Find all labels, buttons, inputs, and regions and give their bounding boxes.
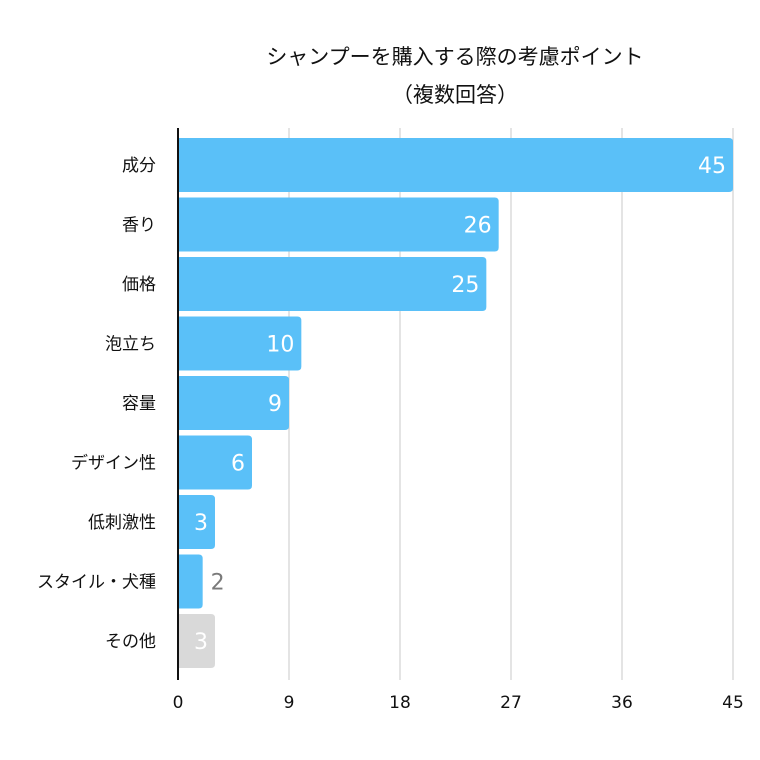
category-label-4: 容量 bbox=[122, 394, 156, 414]
x-tick-label-9: 9 bbox=[284, 693, 295, 713]
category-label-6: 低刺激性 bbox=[88, 513, 156, 533]
bar-2 bbox=[178, 257, 487, 311]
bar-5 bbox=[178, 435, 252, 490]
category-label-3: 泡立ち bbox=[105, 335, 156, 355]
data-label-2: 25 bbox=[451, 273, 479, 298]
data-label-1: 26 bbox=[464, 214, 492, 239]
x-tick-label-45: 45 bbox=[722, 693, 744, 713]
data-label-3: 10 bbox=[266, 333, 294, 358]
category-label-5: デザイン性 bbox=[71, 453, 156, 474]
data-label-8: 3 bbox=[194, 630, 208, 655]
bar-4 bbox=[178, 376, 289, 430]
data-label-7: 2 bbox=[211, 571, 225, 596]
data-label-5: 6 bbox=[231, 452, 245, 477]
category-label-7: スタイル・犬種 bbox=[37, 573, 156, 593]
bar-6 bbox=[178, 495, 215, 549]
data-label-4: 9 bbox=[268, 392, 282, 417]
bar-1 bbox=[178, 197, 499, 252]
bar-0 bbox=[178, 138, 733, 192]
category-label-8: その他 bbox=[105, 632, 156, 652]
chart-title-line-1: シャンプーを購入する際の考慮ポイント bbox=[266, 45, 643, 69]
x-tick-label-0: 0 bbox=[173, 693, 184, 713]
data-label-0: 45 bbox=[698, 154, 726, 179]
data-label-6: 3 bbox=[194, 511, 208, 536]
bar-8 bbox=[178, 614, 215, 668]
bar-7 bbox=[178, 554, 203, 609]
bars bbox=[178, 138, 733, 668]
x-tick-label-27: 27 bbox=[500, 693, 522, 713]
category-label-2: 価格 bbox=[122, 275, 156, 295]
x-tick-label-18: 18 bbox=[389, 693, 411, 713]
x-tick-label-36: 36 bbox=[611, 693, 633, 713]
data-labels: 45 26 25 10 9 6 3 2 3 bbox=[194, 154, 726, 655]
category-label-1: 香り bbox=[122, 216, 156, 236]
category-label-0: 成分 bbox=[122, 156, 156, 176]
bar-3 bbox=[178, 316, 302, 371]
chart-title: シャンプーを購入する際の考慮ポイント （複数回答） bbox=[266, 45, 643, 107]
chart-title-line-2: （複数回答） bbox=[392, 83, 518, 107]
x-axis-ticks: 0 9 18 27 36 45 bbox=[173, 693, 744, 713]
